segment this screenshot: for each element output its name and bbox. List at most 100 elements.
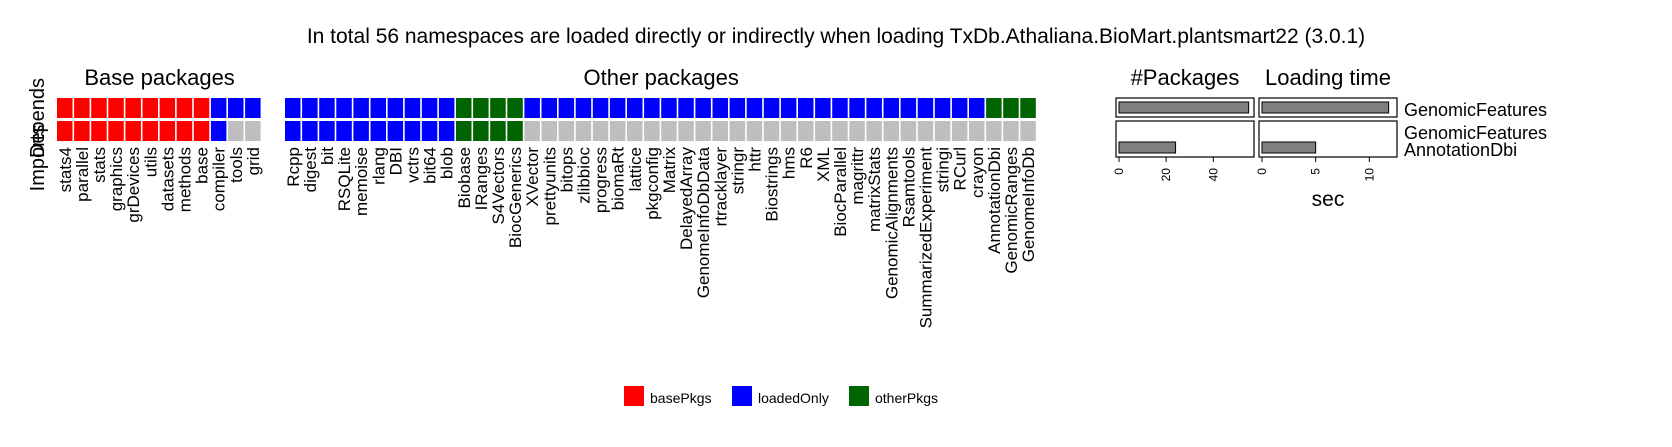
package-label: base [193,147,212,184]
heatmap-cell [609,121,626,141]
tick-label: 0 [1255,168,1269,175]
heatmap-cell [473,121,489,141]
heatmap-cell [125,98,141,118]
heatmap-cell [729,98,746,118]
tick-label: 0 [1112,168,1126,175]
heatmap-cell [780,121,797,141]
heatmap-cell [353,121,369,141]
package-label: stringi [934,147,953,192]
package-label: DelayedArray [677,147,696,250]
row-label: GenomicFeatures [1404,123,1547,143]
panel-xlabel: sec [1312,188,1345,211]
heatmap-cell [285,98,301,118]
package-label: lattice [626,147,645,191]
row-axis-label-imports: Imports [27,125,49,192]
package-label: hms [780,147,799,179]
legend-label: basePkgs [650,390,711,406]
heatmap-cell [661,98,677,118]
package-label: XML [814,147,833,182]
heatmap-cell [421,98,438,118]
package-label: bit64 [421,147,440,184]
package-label: IRanges [472,147,491,210]
package-label: compiler [210,147,229,212]
heatmap-cell [661,121,677,141]
heatmap-cell [370,98,386,118]
heatmap-cell [695,121,711,141]
heatmap-cell [370,121,386,141]
heatmap-cell [142,98,158,118]
legend-label: loadedOnly [758,390,829,406]
heatmap-cell [951,121,968,141]
tick-label: 5 [1309,168,1323,175]
heatmap-cell [319,98,335,118]
heatmap-cell [951,98,968,118]
bar [1261,101,1390,114]
heatmap-cell [490,121,506,141]
bar [1118,141,1177,154]
heatmap-cell [108,121,124,141]
package-label: grDevices [124,147,143,223]
package-label: R6 [797,147,816,169]
heatmap-cell [712,121,728,141]
group-title: Base packages [84,65,234,90]
package-label: GenomicAlignments [882,147,901,299]
package-label: vctrs [403,147,422,183]
package-label: matrixStats [865,147,884,232]
heatmap-cell [353,98,369,118]
heatmap-cell [678,121,694,141]
package-label: RSQLite [335,147,354,211]
heatmap-cell [746,121,763,141]
heatmap-cell [575,121,592,141]
heatmap-cell [849,98,865,118]
heatmap-cell [57,121,73,141]
legend-swatch [624,386,644,406]
heatmap-cell [866,98,882,118]
package-label: Rcpp [284,147,303,187]
heatmap-cell [558,98,575,118]
heatmap-cell [866,121,882,141]
package-label: Matrix [660,147,679,194]
package-label: pkgconfig [643,147,662,220]
heatmap-cell [712,98,728,118]
heatmap-cell [798,98,814,118]
heatmap-cell [900,121,917,141]
heatmap-cell [193,98,210,118]
legend-label: otherPkgs [875,390,938,406]
group-background [56,97,263,144]
heatmap-cell [245,98,261,118]
chart-title: In total 56 namespaces are loaded direct… [307,25,1365,48]
heatmap-cell [695,98,711,118]
heatmap-cell [815,98,831,118]
panel-title: #Packages [1131,65,1240,90]
legend-swatch [849,386,869,406]
heatmap-cell [404,121,421,141]
bar [1261,141,1317,154]
package-label: datasets [158,147,177,211]
package-label: httr [745,147,764,172]
heatmap-cell [438,98,455,118]
heatmap-cell [74,98,90,118]
heatmap-cell [245,121,261,141]
heatmap-cell [729,121,746,141]
heatmap-cell [763,121,780,141]
legend-swatch [732,386,752,406]
heatmap-cell [558,121,575,141]
package-label: digest [301,147,320,193]
heatmap-cell [524,121,540,141]
heatmap-cell [193,121,210,141]
package-label: GenomeInfoDb [1019,147,1038,262]
heatmap-cell [421,121,438,141]
package-label: Rsamtools [899,147,918,227]
heatmap-cell [507,121,523,141]
package-label: prettyunits [540,147,559,225]
heatmap-cell [541,121,557,141]
heatmap-cell [1003,121,1019,141]
package-label: BiocGenerics [506,147,525,248]
heatmap-cell [986,98,1002,118]
heatmap-cell [815,121,831,141]
heatmap-cell [609,98,626,118]
heatmap-cell [387,121,404,141]
package-label: SummarizedExperiment [916,147,935,329]
heatmap-cell [1020,98,1036,118]
heatmap-cell [678,98,694,118]
